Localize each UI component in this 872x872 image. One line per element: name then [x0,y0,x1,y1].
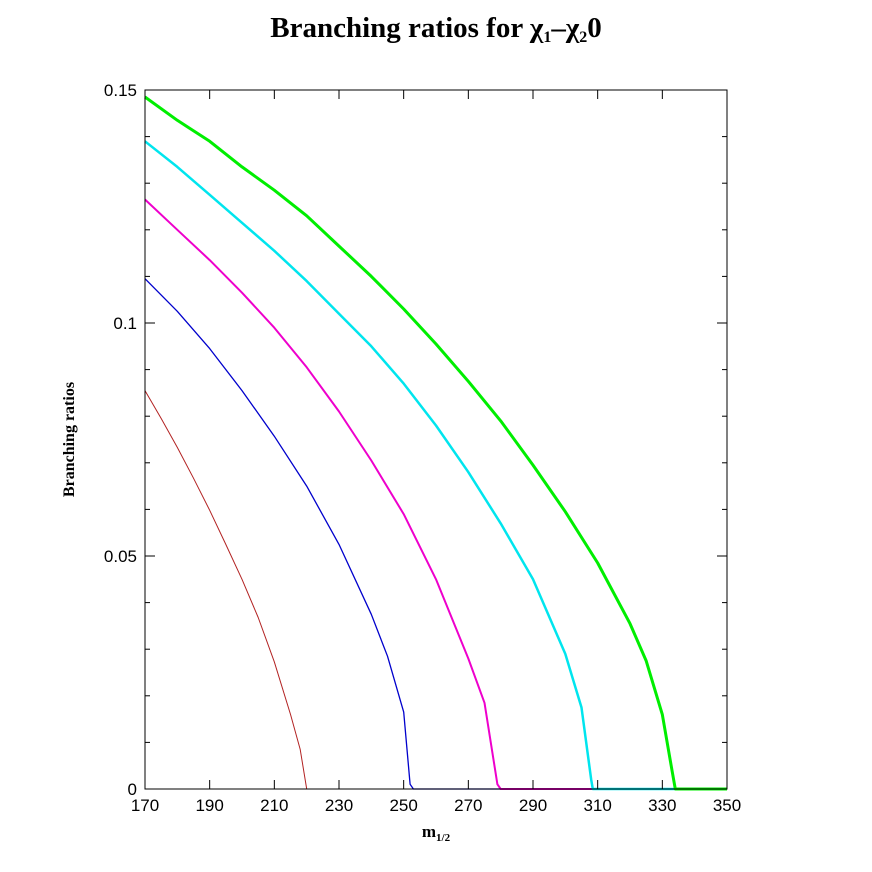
series-line-2 [144,278,727,790]
x-axis-label: m1/2 [422,822,451,844]
series-line-3 [144,198,727,790]
x-tick-label: 290 [519,796,547,815]
x-axis-label-main: m [422,822,436,841]
y-tick-label: 0.1 [113,314,137,333]
x-tick-label: 210 [260,796,288,815]
series-line-1 [144,390,727,790]
title-prefix: Branching ratios for [270,12,530,44]
x-axis-label-sub: 1/2 [436,832,451,844]
x-tick-label: 190 [195,796,223,815]
tick-layer: 170 190 210 230 250 270 290 310 330 350 0 0.05 0.1 0.… [104,81,741,815]
series-layer [144,95,727,791]
title-sub-1: 1 [543,29,552,46]
plot-frame [144,89,728,790]
title-sub-2: 2 [579,29,588,46]
title-chi-1: χ [529,12,544,44]
x-tick-label: 230 [325,796,353,815]
x-tick-label: 350 [713,796,741,815]
series-line-5 [144,95,727,791]
y-tick-label: 0.15 [104,81,137,100]
title-chi-2: χ [565,12,580,44]
chart-title: Branching ratios for χ1–χ20 [0,12,872,47]
x-tick-label: 170 [131,796,159,815]
y-tick-label: 0.05 [104,547,137,566]
y-axis-label: Branching ratios [61,382,78,497]
series-line-4 [144,140,727,791]
title-suffix: 0 [587,12,602,44]
x-tick-label: 310 [583,796,611,815]
y-tick-label: 0 [128,780,137,799]
x-tick-label: 330 [648,796,676,815]
x-tick-label: 270 [454,796,482,815]
title-dash: – [551,12,566,44]
x-tick-label: 250 [389,796,417,815]
